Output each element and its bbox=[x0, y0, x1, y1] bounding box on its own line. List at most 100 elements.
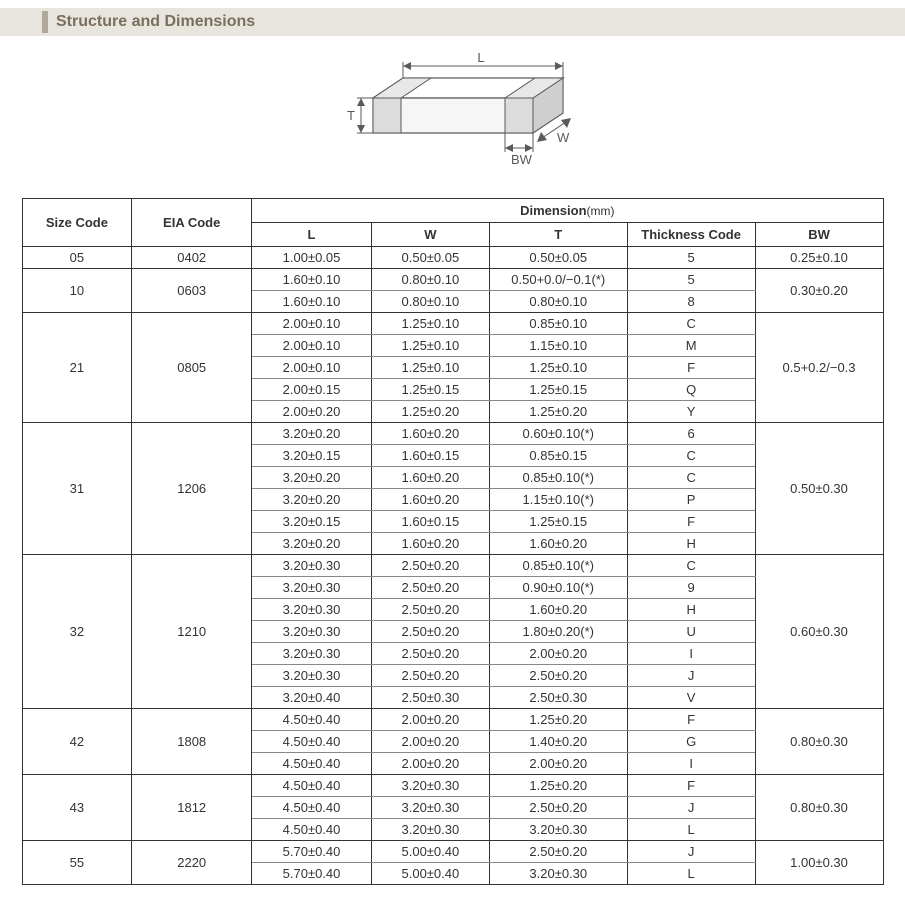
table-body: 0504021.00±0.050.50±0.050.50±0.0550.25±0… bbox=[22, 247, 883, 885]
cell-eia-code: 2220 bbox=[132, 841, 252, 885]
cell-L: 4.50±0.40 bbox=[252, 775, 372, 797]
th-dimension: Dimension(mm) bbox=[252, 199, 883, 223]
cell-L: 4.50±0.40 bbox=[252, 797, 372, 819]
cell-W: 3.20±0.30 bbox=[371, 819, 489, 841]
cell-size-code: 31 bbox=[22, 423, 132, 555]
cell-tc: I bbox=[627, 753, 755, 775]
cell-T: 2.00±0.20 bbox=[489, 643, 627, 665]
cell-eia-code: 1206 bbox=[132, 423, 252, 555]
cell-T: 0.60±0.10(*) bbox=[489, 423, 627, 445]
cell-T: 1.15±0.10 bbox=[489, 335, 627, 357]
cell-L: 3.20±0.20 bbox=[252, 467, 372, 489]
cell-eia-code: 1210 bbox=[132, 555, 252, 709]
cell-W: 2.00±0.20 bbox=[371, 753, 489, 775]
cell-W: 1.60±0.20 bbox=[371, 489, 489, 511]
cell-L: 1.60±0.10 bbox=[252, 269, 372, 291]
cell-tc: Q bbox=[627, 379, 755, 401]
cell-W: 1.60±0.20 bbox=[371, 467, 489, 489]
cell-tc: J bbox=[627, 797, 755, 819]
cell-T: 2.50±0.30 bbox=[489, 687, 627, 709]
cell-T: 1.25±0.10 bbox=[489, 357, 627, 379]
cell-L: 3.20±0.15 bbox=[252, 511, 372, 533]
cell-L: 5.70±0.40 bbox=[252, 863, 372, 885]
cell-eia-code: 0805 bbox=[132, 313, 252, 423]
cell-L: 4.50±0.40 bbox=[252, 731, 372, 753]
cell-L: 5.70±0.40 bbox=[252, 841, 372, 863]
cell-tc: G bbox=[627, 731, 755, 753]
cell-tc: P bbox=[627, 489, 755, 511]
cell-L: 4.50±0.40 bbox=[252, 819, 372, 841]
th-BW: BW bbox=[755, 223, 883, 247]
cell-W: 2.50±0.20 bbox=[371, 643, 489, 665]
cell-tc: C bbox=[627, 445, 755, 467]
cell-T: 3.20±0.30 bbox=[489, 819, 627, 841]
label-L: L bbox=[477, 50, 484, 65]
cell-W: 1.60±0.15 bbox=[371, 445, 489, 467]
cell-tc: J bbox=[627, 841, 755, 863]
cell-BW: 0.25±0.10 bbox=[755, 247, 883, 269]
cell-L: 3.20±0.30 bbox=[252, 665, 372, 687]
cell-T: 1.60±0.20 bbox=[489, 599, 627, 621]
cell-tc: C bbox=[627, 555, 755, 577]
cell-tc: M bbox=[627, 335, 755, 357]
cell-eia-code: 1808 bbox=[132, 709, 252, 775]
cell-size-code: 32 bbox=[22, 555, 132, 709]
cell-W: 2.50±0.20 bbox=[371, 665, 489, 687]
dimensions-table: Size Code EIA Code Dimension(mm) L W T T… bbox=[22, 198, 884, 885]
cell-T: 0.85±0.10 bbox=[489, 313, 627, 335]
chip-diagram-svg: L W T BW bbox=[313, 48, 593, 188]
cell-W: 1.25±0.20 bbox=[371, 401, 489, 423]
cell-W: 0.80±0.10 bbox=[371, 269, 489, 291]
cell-L: 3.20±0.30 bbox=[252, 599, 372, 621]
table-row: 1006031.60±0.100.80±0.100.50+0.0/−0.1(*)… bbox=[22, 269, 883, 291]
cell-tc: Y bbox=[627, 401, 755, 423]
cell-T: 1.80±0.20(*) bbox=[489, 621, 627, 643]
cell-L: 3.20±0.30 bbox=[252, 643, 372, 665]
cell-T: 0.80±0.10 bbox=[489, 291, 627, 313]
cell-T: 1.25±0.20 bbox=[489, 709, 627, 731]
cell-T: 0.85±0.10(*) bbox=[489, 467, 627, 489]
cell-tc: 6 bbox=[627, 423, 755, 445]
th-dimension-text: Dimension bbox=[520, 203, 586, 218]
cell-W: 2.50±0.30 bbox=[371, 687, 489, 709]
cell-L: 1.00±0.05 bbox=[252, 247, 372, 269]
table-row: 4318124.50±0.403.20±0.301.25±0.20F0.80±0… bbox=[22, 775, 883, 797]
cell-T: 0.90±0.10(*) bbox=[489, 577, 627, 599]
cell-W: 1.60±0.20 bbox=[371, 423, 489, 445]
table-row: 3212103.20±0.302.50±0.200.85±0.10(*)C0.6… bbox=[22, 555, 883, 577]
cell-W: 1.25±0.10 bbox=[371, 313, 489, 335]
cell-W: 1.25±0.10 bbox=[371, 335, 489, 357]
table-row: 5522205.70±0.405.00±0.402.50±0.20J1.00±0… bbox=[22, 841, 883, 863]
cell-tc: F bbox=[627, 511, 755, 533]
cell-tc: L bbox=[627, 863, 755, 885]
cell-W: 3.20±0.30 bbox=[371, 797, 489, 819]
cell-W: 0.50±0.05 bbox=[371, 247, 489, 269]
table-row: 0504021.00±0.050.50±0.050.50±0.0550.25±0… bbox=[22, 247, 883, 269]
cell-L: 2.00±0.15 bbox=[252, 379, 372, 401]
cell-T: 2.50±0.20 bbox=[489, 665, 627, 687]
cell-T: 0.85±0.15 bbox=[489, 445, 627, 467]
cell-size-code: 43 bbox=[22, 775, 132, 841]
cell-BW: 0.80±0.30 bbox=[755, 709, 883, 775]
cell-L: 2.00±0.10 bbox=[252, 335, 372, 357]
cell-tc: V bbox=[627, 687, 755, 709]
cell-tc: C bbox=[627, 313, 755, 335]
cell-BW: 0.60±0.30 bbox=[755, 555, 883, 709]
section-title: Structure and Dimensions bbox=[42, 13, 255, 31]
label-T: T bbox=[347, 108, 355, 123]
cell-L: 3.20±0.15 bbox=[252, 445, 372, 467]
cell-L: 3.20±0.40 bbox=[252, 687, 372, 709]
cell-size-code: 21 bbox=[22, 313, 132, 423]
cell-W: 5.00±0.40 bbox=[371, 841, 489, 863]
cell-W: 3.20±0.30 bbox=[371, 775, 489, 797]
cell-eia-code: 0603 bbox=[132, 269, 252, 313]
cell-tc: H bbox=[627, 533, 755, 555]
cell-size-code: 05 bbox=[22, 247, 132, 269]
cell-L: 3.20±0.20 bbox=[252, 423, 372, 445]
cell-T: 1.40±0.20 bbox=[489, 731, 627, 753]
cell-BW: 0.5+0.2/−0.3 bbox=[755, 313, 883, 423]
cell-size-code: 10 bbox=[22, 269, 132, 313]
cell-BW: 1.00±0.30 bbox=[755, 841, 883, 885]
cell-L: 3.20±0.30 bbox=[252, 621, 372, 643]
cell-W: 1.60±0.15 bbox=[371, 511, 489, 533]
